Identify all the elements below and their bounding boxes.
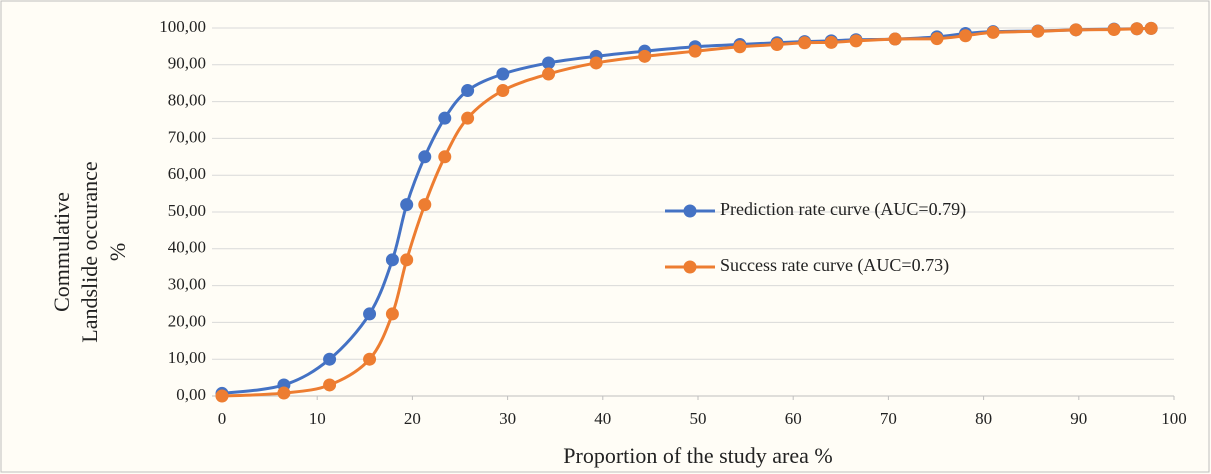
data-point — [930, 32, 943, 45]
legend-marker — [684, 205, 697, 218]
data-point — [959, 29, 972, 42]
data-point — [496, 68, 509, 81]
data-point — [438, 150, 451, 163]
data-point — [418, 150, 431, 163]
data-point — [277, 387, 290, 400]
x-tick-label: 60 — [785, 409, 802, 428]
data-point — [987, 26, 1000, 39]
y-tick-label: 80,00 — [168, 91, 206, 110]
data-point — [323, 353, 336, 366]
y-tick-label: 40,00 — [168, 238, 206, 257]
x-tick-label: 10 — [309, 409, 326, 428]
y-tick-label: 60,00 — [168, 164, 206, 183]
x-tick-label: 30 — [499, 409, 516, 428]
data-point — [1031, 25, 1044, 38]
data-point — [386, 307, 399, 320]
chart: Proportion of the study area % 0,00 10,00… — [0, 0, 1211, 474]
data-point — [400, 253, 413, 266]
chart-area: Proportion of the study area % 0,00 10,00… — [0, 0, 1211, 474]
y-tick-label: 90,00 — [168, 54, 206, 73]
data-point — [363, 353, 376, 366]
x-tick-label: 20 — [404, 409, 421, 428]
data-point — [850, 34, 863, 47]
data-point — [889, 33, 902, 46]
data-point — [638, 50, 651, 63]
data-point — [363, 307, 376, 320]
legend-label: Prediction rate curve (AUC=0.79) — [720, 199, 966, 220]
data-point — [438, 112, 451, 125]
y-tick-label: 10,00 — [168, 348, 206, 367]
data-point — [1069, 23, 1082, 36]
y-tick-label: 100,00 — [159, 17, 206, 36]
y-axis-title: Commulative Landslide occurance % — [48, 152, 132, 352]
data-point — [461, 84, 474, 97]
y-tick-label: 50,00 — [168, 201, 206, 220]
data-point — [825, 36, 838, 49]
data-point — [461, 112, 474, 125]
x-tick-label: 80 — [975, 409, 992, 428]
data-point — [400, 198, 413, 211]
x-axis-title: Proportion of the study area % — [563, 443, 832, 468]
y-tick-label: 70,00 — [168, 127, 206, 146]
data-point — [733, 40, 746, 53]
data-point — [216, 390, 229, 403]
x-tick-label: 90 — [1070, 409, 1087, 428]
data-point — [1108, 23, 1121, 36]
data-point — [496, 84, 509, 97]
data-point — [798, 36, 811, 49]
data-point — [590, 56, 603, 69]
data-point — [323, 378, 336, 391]
y-tick-label: 0,00 — [176, 385, 206, 404]
y-tick-label: 20,00 — [168, 311, 206, 330]
data-point — [1145, 22, 1158, 35]
y-tick-label: 30,00 — [168, 275, 206, 294]
x-tick-label: 0 — [218, 409, 227, 428]
legend-label: Success rate curve (AUC=0.73) — [720, 255, 949, 276]
x-tick-label: 100 — [1161, 409, 1187, 428]
x-tick-label: 40 — [594, 409, 611, 428]
data-point — [386, 253, 399, 266]
legend-marker — [684, 261, 697, 274]
data-point — [542, 68, 555, 81]
x-tick-label: 70 — [880, 409, 897, 428]
data-point — [418, 198, 431, 211]
data-point — [1130, 22, 1143, 35]
data-point — [689, 45, 702, 58]
data-point — [771, 38, 784, 51]
x-tick-label: 50 — [690, 409, 707, 428]
